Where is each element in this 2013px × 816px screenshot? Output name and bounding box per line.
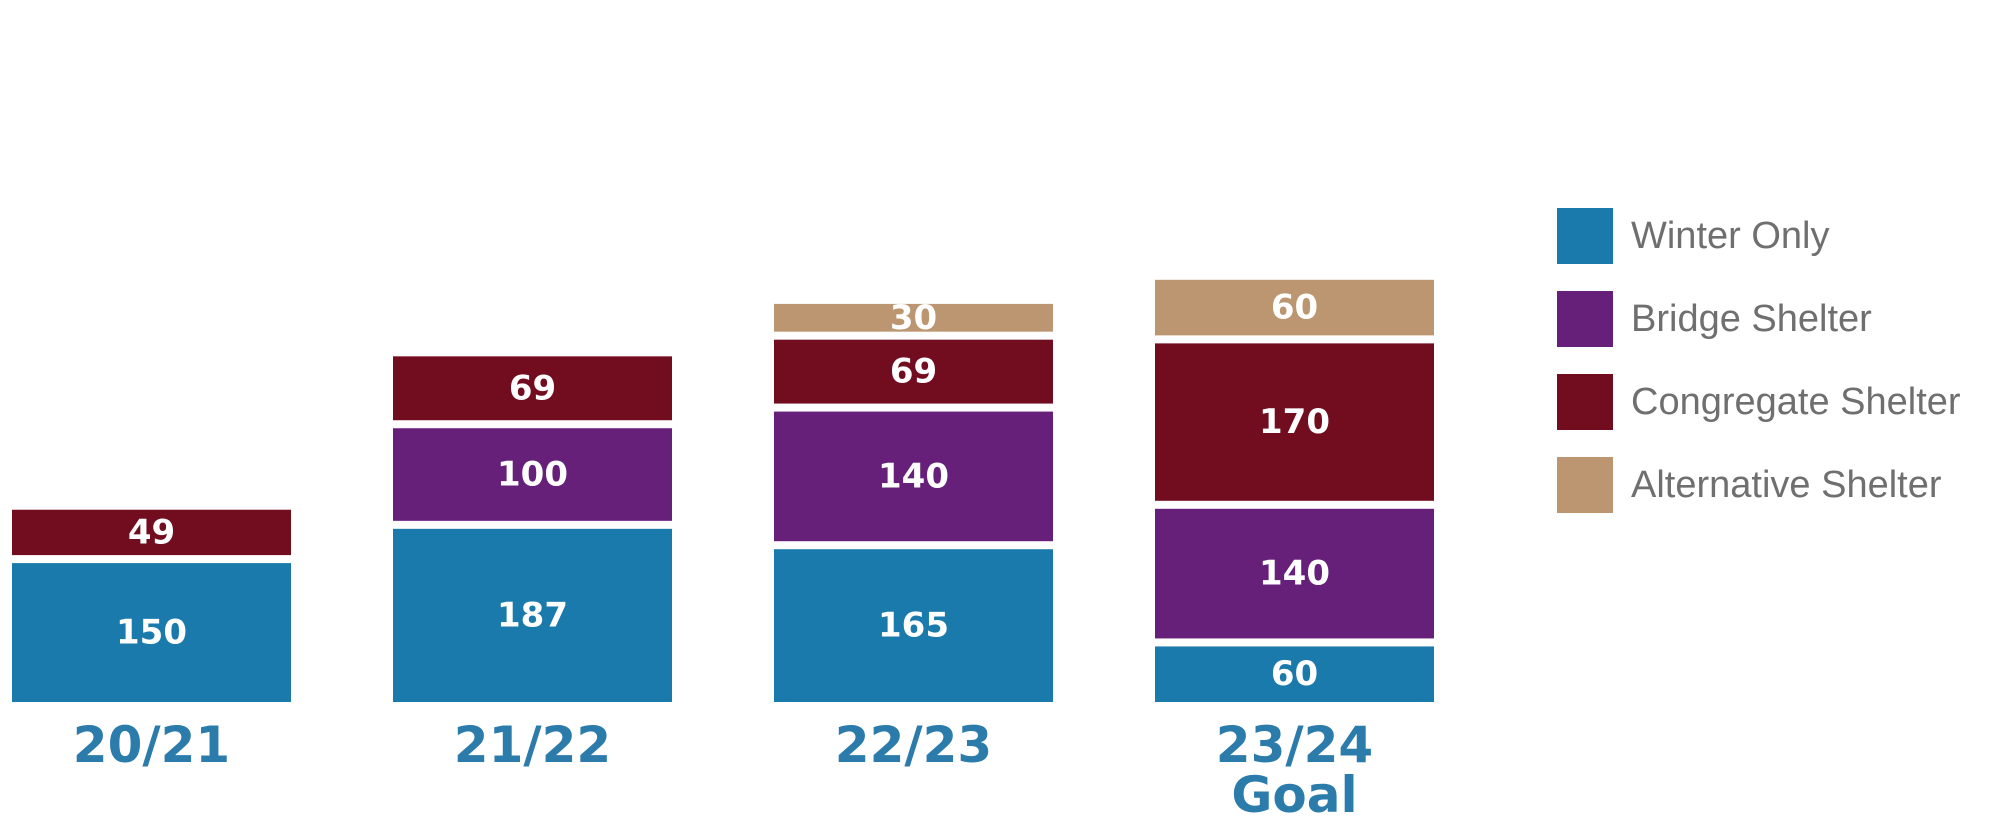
legend-item-bridge-shelter: Bridge Shelter (1557, 291, 1961, 347)
legend: Winter Only Bridge Shelter Congregate Shel… (1557, 208, 1961, 540)
legend-label: Bridge Shelter (1631, 297, 1872, 340)
legend-label: Winter Only (1631, 214, 1830, 257)
bar-alternative-shelter-22-23 (774, 303, 1053, 332)
legend-item-winter-only: Winter Only (1557, 208, 1961, 264)
bar-winter-only-22-23 (774, 549, 1053, 702)
data-label-alternative-shelter-23-24-goal: 60 (1271, 288, 1318, 328)
legend-label: Congregate Shelter (1631, 380, 1961, 423)
bar-bridge-shelter-22-23 (774, 411, 1053, 542)
x-tick-label-line: 21/22 (454, 716, 611, 774)
bar-winter-only-23-24-goal (1155, 646, 1434, 702)
data-label-congregate-shelter-21-22: 69 (509, 368, 556, 408)
x-tick-label-23-24-goal: 23/24 Goal (1216, 716, 1373, 816)
data-label-bridge-shelter-23-24-goal: 140 (1259, 554, 1330, 594)
bar-winter-only-20-21 (12, 563, 291, 702)
legend-swatch (1557, 457, 1613, 513)
segment-labels-group: 150 49 187 100 69 165 140 69 30 60 140 170 60 (116, 288, 1330, 695)
bars-group (12, 279, 1434, 702)
x-tick-label-line: 20/21 (73, 716, 230, 774)
legend-swatch (1557, 208, 1613, 264)
category-labels-group: 20/21 21/22 22/23 23/24 Goal (73, 716, 1373, 816)
x-tick-label-line: 22/23 (835, 716, 992, 774)
data-label-congregate-shelter-22-23: 69 (890, 352, 937, 392)
data-label-congregate-shelter-23-24-goal: 170 (1259, 402, 1330, 442)
data-label-congregate-shelter-20-21: 49 (128, 512, 175, 552)
data-label-winter-only-22-23: 165 (878, 606, 949, 646)
data-label-winter-only-21-22: 187 (497, 595, 568, 635)
x-tick-label-line: 23/24 (1216, 716, 1373, 774)
legend-swatch (1557, 291, 1613, 347)
bar-congregate-shelter-22-23 (774, 339, 1053, 404)
x-tick-label-22-23: 22/23 (835, 716, 992, 774)
legend-item-congregate-shelter: Congregate Shelter (1557, 374, 1961, 430)
x-tick-label-20-21: 20/21 (73, 716, 230, 774)
data-label-winter-only-23-24-goal: 60 (1271, 654, 1318, 694)
data-label-bridge-shelter-21-22: 100 (497, 455, 568, 495)
bar-congregate-shelter-20-21 (12, 509, 291, 556)
data-label-winter-only-20-21: 150 (116, 613, 187, 653)
bar-congregate-shelter-21-22 (393, 356, 672, 421)
bar-congregate-shelter-23-24-goal (1155, 343, 1434, 501)
bar-alternative-shelter-23-24-goal (1155, 279, 1434, 336)
bar-bridge-shelter-21-22 (393, 428, 672, 521)
legend-swatch (1557, 374, 1613, 430)
x-tick-label-21-22: 21/22 (454, 716, 611, 774)
data-label-bridge-shelter-22-23: 140 (878, 456, 949, 496)
bar-winter-only-21-22 (393, 528, 672, 702)
legend-item-alternative-shelter: Alternative Shelter (1557, 457, 1961, 513)
x-tick-label-line: Goal (1231, 766, 1357, 816)
bar-bridge-shelter-23-24-goal (1155, 508, 1434, 639)
legend-label: Alternative Shelter (1631, 463, 1942, 506)
data-label-alternative-shelter-22-23: 30 (890, 298, 937, 338)
